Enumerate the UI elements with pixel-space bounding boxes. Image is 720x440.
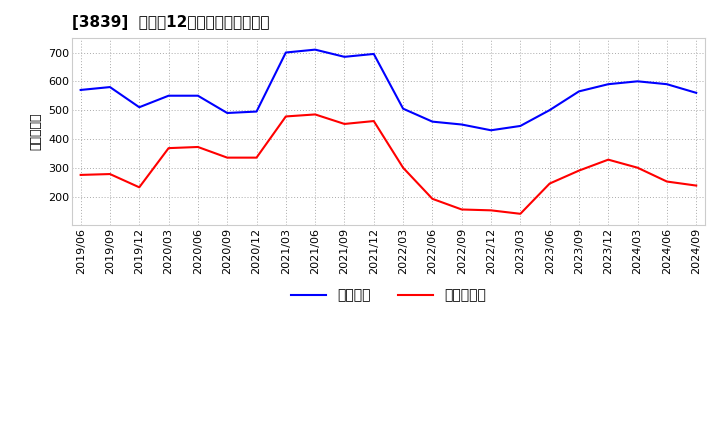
- 当期純利益: [604, 157, 613, 162]
- 当期純利益: [252, 155, 261, 160]
- 当期純利益: [340, 121, 348, 127]
- 当期純利益: [223, 155, 232, 160]
- 経常利益: [106, 84, 114, 90]
- Legend: 経常利益, 当期純利益: 経常利益, 当期純利益: [285, 283, 491, 308]
- 経常利益: [575, 89, 583, 94]
- 当期純利益: [457, 207, 466, 212]
- 経常利益: [252, 109, 261, 114]
- 当期純利益: [487, 208, 495, 213]
- 経常利益: [399, 106, 408, 111]
- 経常利益: [194, 93, 202, 99]
- 経常利益: [516, 123, 525, 128]
- 当期純利益: [164, 146, 173, 151]
- 経常利益: [487, 128, 495, 133]
- 経常利益: [223, 110, 232, 116]
- 経常利益: [76, 87, 85, 92]
- 経常利益: [135, 105, 143, 110]
- 経常利益: [428, 119, 437, 124]
- 当期純利益: [282, 114, 290, 119]
- Text: [3839]  利益だ12か月移動合計の推移: [3839] 利益だ12か月移動合計の推移: [72, 15, 269, 30]
- 当期純利益: [106, 172, 114, 177]
- 当期純利益: [194, 144, 202, 150]
- 当期純利益: [692, 183, 701, 188]
- 経常利益: [604, 81, 613, 87]
- 当期純利益: [662, 179, 671, 184]
- 経常利益: [369, 51, 378, 57]
- 経常利益: [634, 79, 642, 84]
- 当期純利益: [76, 172, 85, 178]
- 当期純利益: [399, 165, 408, 170]
- 当期純利益: [575, 168, 583, 173]
- Line: 当期純利益: 当期純利益: [81, 114, 696, 214]
- 当期純利益: [428, 196, 437, 202]
- 経常利益: [662, 81, 671, 87]
- Y-axis label: （百万円）: （百万円）: [30, 113, 42, 150]
- 経常利益: [282, 50, 290, 55]
- 経常利益: [692, 90, 701, 95]
- 経常利益: [164, 93, 173, 99]
- 当期純利益: [135, 185, 143, 190]
- 当期純利益: [545, 181, 554, 186]
- 経常利益: [311, 47, 320, 52]
- 当期純利益: [369, 118, 378, 124]
- 当期純利益: [634, 165, 642, 170]
- 経常利益: [457, 122, 466, 127]
- 当期純利益: [311, 112, 320, 117]
- 当期純利益: [516, 211, 525, 216]
- 経常利益: [340, 54, 348, 59]
- Line: 経常利益: 経常利益: [81, 50, 696, 130]
- 経常利益: [545, 107, 554, 113]
